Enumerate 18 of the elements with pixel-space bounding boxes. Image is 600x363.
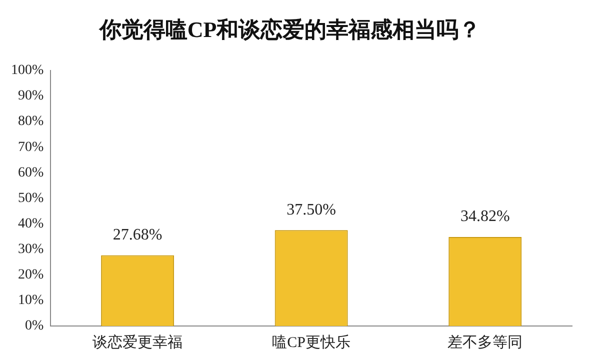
y-tick-label: 10% <box>18 293 44 308</box>
y-tick-label: 90% <box>18 88 44 104</box>
data-label: 34.82% <box>460 208 510 226</box>
y-tick-label: 100% <box>10 63 44 78</box>
y-tick-label: 70% <box>18 140 44 155</box>
data-label: 27.68% <box>112 226 162 244</box>
chart-title: 你觉得嗑CP和谈恋爱的幸福感相当吗？ <box>98 16 481 42</box>
y-tick-label: 60% <box>18 165 44 180</box>
y-tick-label: 80% <box>18 114 44 130</box>
x-tick-label: 谈恋爱更幸福 <box>92 334 183 351</box>
y-tick-label: 0% <box>24 318 44 334</box>
y-tick-label: 30% <box>18 242 44 257</box>
x-tick-label: 嗑CP更快乐 <box>272 334 351 351</box>
y-tick-label: 50% <box>18 190 44 206</box>
data-label: 37.50% <box>286 201 336 218</box>
x-tick-label: 差不多等同 <box>448 334 523 351</box>
y-tick-label: 40% <box>18 216 44 232</box>
y-tick-label: 20% <box>18 268 44 283</box>
